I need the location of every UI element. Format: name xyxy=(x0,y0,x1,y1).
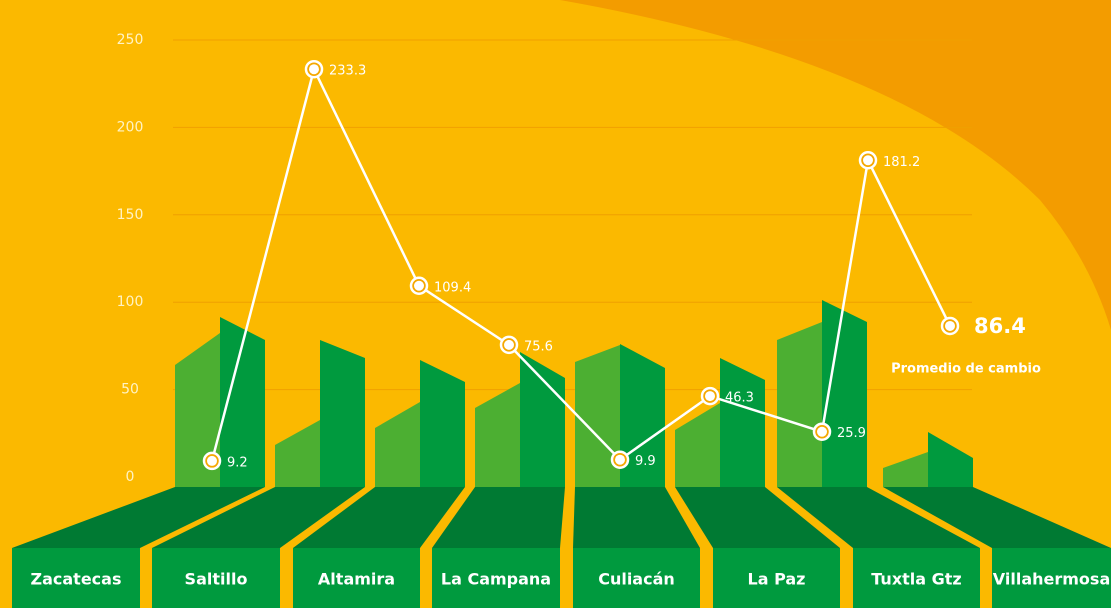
category-box xyxy=(573,548,700,608)
y-tick-label: 200 xyxy=(117,119,144,135)
grid: 0 50 100 150 200 250 xyxy=(117,32,972,485)
y-tick-label: 0 xyxy=(126,469,135,485)
y-tick-label: 150 xyxy=(117,207,144,223)
category-box xyxy=(293,548,420,608)
building-dark xyxy=(220,317,265,487)
series: 9.2 233.3 109.4 75.6 9.9 46.3 25.9 181.2 86.4 Pro… xyxy=(202,59,1041,470)
average-dot xyxy=(945,320,955,331)
y-tick-label: 250 xyxy=(117,32,144,48)
x-tick-label: Altamira xyxy=(318,570,395,589)
series-line xyxy=(210,65,870,462)
building-light xyxy=(777,322,822,487)
building-dark xyxy=(520,352,565,487)
value-label: 25.9 xyxy=(837,426,866,441)
floor xyxy=(432,487,565,548)
floor xyxy=(573,487,700,548)
value-label: 9.2 xyxy=(227,455,248,470)
building-dark xyxy=(720,358,765,487)
building-light xyxy=(675,403,720,487)
point-dot xyxy=(615,454,625,465)
point-dot xyxy=(414,280,424,291)
value-label: 46.3 xyxy=(725,391,754,406)
average-label: Promedio de cambio xyxy=(891,362,1041,377)
building-light xyxy=(883,452,928,487)
x-tick-label: Saltillo xyxy=(185,570,248,589)
value-label: 181.2 xyxy=(883,155,920,170)
x-tick-label: Zacatecas xyxy=(31,570,122,589)
category-box xyxy=(853,548,980,608)
point-dot xyxy=(207,455,217,466)
buildings: Zacatecas Saltillo Altamira La Campana Culia… xyxy=(0,300,1111,608)
category-box xyxy=(432,548,560,608)
floor xyxy=(12,487,265,548)
building-dark xyxy=(320,340,365,487)
point-dot xyxy=(504,339,514,350)
point-dot xyxy=(705,391,715,402)
y-tick-label: 100 xyxy=(117,294,144,310)
background-curve xyxy=(560,0,1111,330)
building-dark xyxy=(928,432,973,487)
building-light xyxy=(175,333,220,487)
value-label: 75.6 xyxy=(524,339,553,354)
point-dot xyxy=(863,155,873,166)
value-label: 9.9 xyxy=(635,454,656,469)
value-label: 109.4 xyxy=(434,280,471,295)
floor xyxy=(675,487,840,548)
x-tick-label: La Campana xyxy=(441,570,551,589)
category-box xyxy=(152,548,280,608)
floor xyxy=(883,487,1111,548)
building-dark xyxy=(822,300,867,487)
x-tick-label: Culiacán xyxy=(598,570,675,589)
point-dot xyxy=(309,64,319,75)
average-value: 86.4 xyxy=(974,314,1026,338)
building-light xyxy=(275,420,320,487)
building-dark xyxy=(420,360,465,487)
floor xyxy=(152,487,365,548)
x-tick-label: La Paz xyxy=(748,570,806,589)
x-tick-label: Tuxtla Gtz xyxy=(871,570,961,589)
building-light xyxy=(375,402,420,487)
point-dot xyxy=(817,426,827,437)
building-light xyxy=(475,383,520,487)
floor xyxy=(293,487,465,548)
category-box xyxy=(12,548,140,608)
category-box xyxy=(992,548,1111,608)
x-tick-label: Villahermosa xyxy=(993,570,1110,589)
value-label: 233.3 xyxy=(329,64,366,79)
floor xyxy=(777,487,980,548)
building-light xyxy=(575,345,620,487)
y-tick-label: 50 xyxy=(121,382,139,398)
average-connector xyxy=(866,159,952,327)
category-box xyxy=(713,548,840,608)
